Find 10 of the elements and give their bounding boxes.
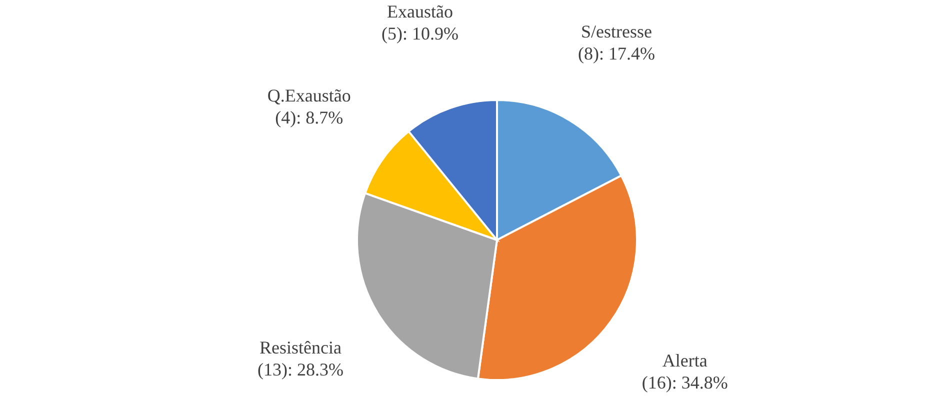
slice-label: Resistência — [259, 338, 342, 358]
data-label: (5): 10.9% — [381, 23, 458, 44]
slice-label: S/estresse — [581, 21, 652, 42]
data-label: (4): 8.7% — [275, 107, 344, 128]
slice-label: Alerta — [662, 350, 708, 371]
data-label: (13): 28.3% — [257, 360, 344, 380]
slice-label: Q.Exaustão — [267, 85, 351, 106]
data-label: (8): 17.4% — [578, 43, 655, 64]
data-label: (16): 34.8% — [642, 372, 728, 393]
slice-label: Exaustão — [386, 1, 453, 22]
